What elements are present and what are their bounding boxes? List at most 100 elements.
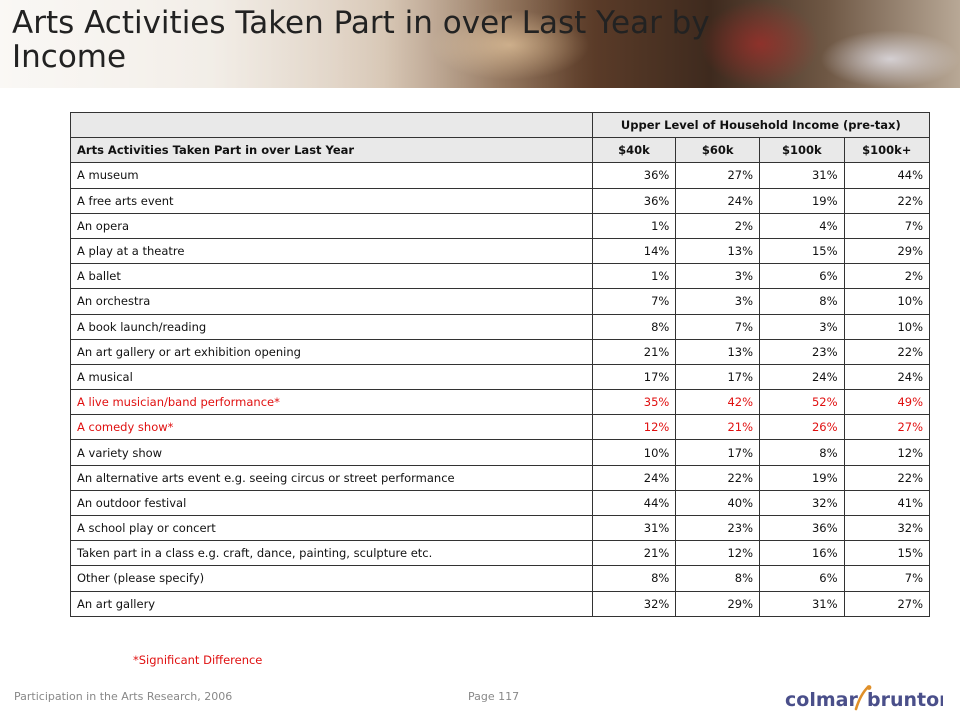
row-label: Other (please specify) — [70, 565, 593, 592]
cell-value: 7% — [843, 565, 931, 592]
cell-value: 3% — [759, 313, 845, 340]
cell-value: 36% — [591, 162, 677, 189]
cell-value: 1% — [591, 263, 677, 290]
row-label: A play at a theatre — [70, 237, 593, 265]
row-label: A school play or concert — [70, 514, 593, 542]
cell-value: 16% — [759, 540, 845, 567]
page-title: Arts Activities Taken Part in over Last … — [12, 5, 710, 75]
cell-value: 1% — [591, 212, 677, 239]
table-row: A variety show 10% 17% 8% 12% — [70, 439, 931, 466]
cell-value: 7% — [591, 288, 677, 315]
cell-value: 32% — [843, 514, 931, 542]
table-group-header-row: Upper Level of Household Income (pre-tax… — [70, 111, 931, 139]
table-row: A comedy show* 12% 21% 26% 27% — [70, 414, 931, 441]
column-header: $100k+ — [843, 137, 931, 164]
table-row: Taken part in a class e.g. craft, dance,… — [70, 540, 931, 567]
cell-value: 12% — [843, 439, 931, 466]
table-column-header-row: Arts Activities Taken Part in over Last … — [70, 137, 931, 164]
table-row: A ballet 1% 3% 6% 2% — [70, 263, 931, 290]
cell-value: 22% — [843, 187, 931, 214]
cell-value: 44% — [591, 489, 677, 517]
svg-text:colmar: colmar — [785, 689, 858, 711]
cell-value: 10% — [591, 439, 677, 466]
cell-value: 21% — [675, 414, 761, 441]
cell-value: 23% — [675, 514, 761, 542]
income-group-header: Upper Level of Household Income (pre-tax… — [591, 111, 931, 139]
cell-value: 8% — [591, 565, 677, 592]
cell-value: 3% — [675, 263, 761, 290]
cell-value: 8% — [675, 565, 761, 592]
cell-value: 2% — [675, 212, 761, 239]
cell-value: 21% — [591, 338, 677, 365]
cell-value: 32% — [759, 489, 845, 517]
cell-value: 19% — [759, 187, 845, 214]
column-header: $40k — [591, 137, 677, 164]
cell-value: 35% — [591, 389, 677, 416]
cell-value: 24% — [759, 363, 845, 391]
row-label: An art gallery — [70, 590, 593, 617]
column-header: $100k — [759, 137, 845, 164]
cell-value: 4% — [759, 212, 845, 239]
cell-value: 49% — [843, 389, 931, 416]
cell-value: 27% — [843, 590, 931, 617]
table-row: An art gallery or art exhibition opening… — [70, 338, 931, 365]
footer-page-number: Page 117 — [468, 690, 520, 703]
cell-value: 42% — [675, 389, 761, 416]
cell-value: 13% — [675, 237, 761, 265]
row-label: A live musician/band performance* — [70, 389, 593, 416]
table-row: A play at a theatre 14% 13% 15% 29% — [70, 237, 931, 265]
row-header: Arts Activities Taken Part in over Last … — [70, 137, 593, 164]
cell-value: 29% — [843, 237, 931, 265]
table-row: An orchestra 7% 3% 8% 10% — [70, 288, 931, 315]
cell-value: 29% — [675, 590, 761, 617]
row-label: An orchestra — [70, 288, 593, 315]
table-row: A school play or concert 31% 23% 36% 32% — [70, 514, 931, 542]
header-empty-cell — [70, 111, 593, 139]
logo-mark-icon: colmar brunton — [785, 685, 943, 711]
income-table: Upper Level of Household Income (pre-tax… — [70, 111, 931, 617]
significance-footnote: *Significant Difference — [133, 653, 263, 667]
cell-value: 27% — [675, 162, 761, 189]
cell-value: 52% — [759, 389, 845, 416]
cell-value: 14% — [591, 237, 677, 265]
cell-value: 8% — [759, 288, 845, 315]
cell-value: 27% — [843, 414, 931, 441]
cell-value: 24% — [675, 187, 761, 214]
cell-value: 8% — [759, 439, 845, 466]
cell-value: 6% — [759, 263, 845, 290]
row-label: A musical — [70, 363, 593, 391]
row-label: A museum — [70, 162, 593, 189]
header-banner: Arts Activities Taken Part in over Last … — [0, 0, 960, 88]
cell-value: 32% — [591, 590, 677, 617]
banner-fade — [0, 0, 960, 88]
cell-value: 19% — [759, 464, 845, 491]
cell-value: 15% — [759, 237, 845, 265]
cell-value: 36% — [591, 187, 677, 214]
table-row: An art gallery 32% 29% 31% 27% — [70, 590, 931, 617]
cell-value: 17% — [675, 363, 761, 391]
cell-value: 12% — [675, 540, 761, 567]
cell-value: 3% — [675, 288, 761, 315]
table-row: A live musician/band performance* 35% 42% 5… — [70, 389, 931, 416]
row-label: An opera — [70, 212, 593, 239]
cell-value: 22% — [675, 464, 761, 491]
svg-text:brunton: brunton — [867, 689, 943, 711]
column-header: $60k — [675, 137, 761, 164]
cell-value: 31% — [759, 162, 845, 189]
row-label: A variety show — [70, 439, 593, 466]
footer-source: Participation in the Arts Research, 2006 — [14, 690, 233, 703]
cell-value: 36% — [759, 514, 845, 542]
table-row: A museum 36% 27% 31% 44% — [70, 162, 931, 189]
cell-value: 22% — [843, 338, 931, 365]
table-row: A free arts event 36% 24% 19% 22% — [70, 187, 931, 214]
cell-value: 44% — [843, 162, 931, 189]
cell-value: 2% — [843, 263, 931, 290]
cell-value: 21% — [591, 540, 677, 567]
cell-value: 23% — [759, 338, 845, 365]
row-label: A free arts event — [70, 187, 593, 214]
cell-value: 15% — [843, 540, 931, 567]
cell-value: 24% — [843, 363, 931, 391]
cell-value: 17% — [591, 363, 677, 391]
table-row: An alternative arts event e.g. seeing ci… — [70, 464, 931, 491]
row-label: A book launch/reading — [70, 313, 593, 340]
